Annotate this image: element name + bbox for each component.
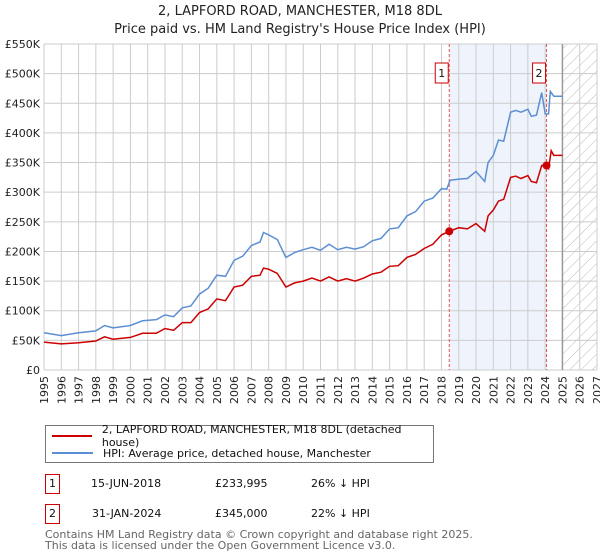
- sale-point: [542, 161, 551, 170]
- y-tick-label: £150K: [5, 275, 41, 288]
- x-tick-label: 2022: [505, 376, 518, 404]
- x-tick-label: 2006: [228, 376, 241, 404]
- x-tick-label: 1997: [73, 376, 86, 404]
- footer-copyright: Contains HM Land Registry data © Crown c…: [45, 528, 473, 541]
- y-tick-label: £250K: [5, 216, 41, 229]
- x-tick-label: 2021: [487, 376, 500, 404]
- price-chart: 1995 1996 1997 1998 1999 2000 2001 2002 2003 2004…: [5, 38, 600, 404]
- y-tick-label: £0: [26, 364, 40, 377]
- sale-point: [445, 227, 454, 236]
- x-tick-label: 2023: [522, 376, 535, 404]
- x-tick-label: 2014: [366, 376, 379, 404]
- transaction-date: 15-JUN-2018: [91, 477, 162, 490]
- x-tick-label: 1998: [90, 376, 103, 404]
- sale-period-shading: [449, 44, 547, 370]
- x-tick-label: 2012: [332, 376, 345, 404]
- sale-badge: [434, 62, 449, 84]
- sale-badge-label: 1: [438, 67, 445, 80]
- x-tick-label: 2002: [159, 376, 172, 404]
- x-tick-label: 2008: [263, 376, 276, 404]
- x-tick-label: 2015: [384, 376, 397, 404]
- transaction-hpi-diff: 26% ↓ HPI: [311, 477, 370, 490]
- x-tick-label: 2024: [539, 376, 552, 404]
- x-tick-label: 1995: [38, 376, 51, 404]
- x-tick-label: 2005: [211, 376, 224, 404]
- legend-item-property: 2, LAPFORD ROAD, MANCHESTER, M18 8DL (de…: [52, 423, 433, 449]
- x-tick-label: 2027: [591, 376, 600, 404]
- transaction-price: £345,000: [215, 507, 268, 520]
- y-tick-label: £200K: [5, 245, 41, 258]
- marker-badge: 1: [45, 474, 60, 494]
- y-tick-label: £550K: [5, 38, 41, 51]
- footer-licence: This data is licensed under the Open Gov…: [45, 539, 396, 552]
- series-line: [43, 89, 563, 337]
- legend-item-hpi: HPI: Average price, detached house, Manc…: [52, 445, 371, 461]
- legend-swatch-blue: [52, 452, 93, 454]
- transaction-hpi-diff: 22% ↓ HPI: [311, 507, 370, 520]
- x-tick-label: 2018: [435, 376, 448, 404]
- footer: Contains HM Land Registry data © Crown c…: [45, 529, 473, 551]
- x-tick-label: 2010: [297, 376, 310, 404]
- x-tick-label: 2003: [176, 376, 189, 404]
- sale-badge-label: 2: [536, 67, 543, 80]
- x-tick-label: 2007: [245, 376, 258, 404]
- x-tick-label: 2019: [453, 376, 466, 404]
- y-tick-label: £300K: [5, 186, 41, 199]
- sale-badge: [532, 62, 547, 84]
- x-tick-label: 2026: [574, 376, 587, 404]
- legend-swatch-red: [52, 435, 92, 437]
- legend-label: HPI: Average price, detached house, Manc…: [103, 446, 371, 460]
- transaction-date: 31-JAN-2024: [92, 507, 162, 520]
- x-tick-label: 2016: [401, 376, 414, 404]
- series-line: [43, 148, 563, 345]
- x-tick-label: 2025: [556, 376, 569, 404]
- y-tick-label: £500K: [5, 68, 41, 81]
- x-tick-label: 1996: [55, 376, 68, 404]
- transaction-price: £233,995: [215, 477, 268, 490]
- y-tick-label: £50K: [12, 334, 41, 347]
- marker-badge: 2: [45, 504, 60, 524]
- y-tick-label: £400K: [5, 127, 41, 140]
- y-tick-label: £350K: [5, 157, 41, 170]
- x-tick-label: 2009: [280, 376, 293, 404]
- legend: 2, LAPFORD ROAD, MANCHESTER, M18 8DL (de…: [45, 423, 434, 463]
- x-tick-label: 2013: [349, 376, 362, 404]
- x-tick-label: 2001: [142, 376, 155, 404]
- x-tick-label: 2004: [194, 376, 207, 404]
- x-tick-label: 2000: [124, 376, 137, 404]
- chart-title: 2, LAPFORD ROAD, MANCHESTER, M18 8DL: [158, 4, 442, 19]
- y-tick-label: £100K: [5, 305, 41, 318]
- x-tick-label: 1999: [107, 376, 120, 404]
- x-tick-label: 2017: [418, 376, 431, 404]
- chart-subtitle: Price paid vs. HM Land Registry's House …: [114, 22, 486, 37]
- legend-label: 2, LAPFORD ROAD, MANCHESTER, M18 8DL (de…: [101, 423, 402, 449]
- x-tick-label: 2020: [470, 376, 483, 404]
- x-tick-label: 2011: [315, 376, 328, 404]
- y-tick-label: £450K: [5, 97, 41, 110]
